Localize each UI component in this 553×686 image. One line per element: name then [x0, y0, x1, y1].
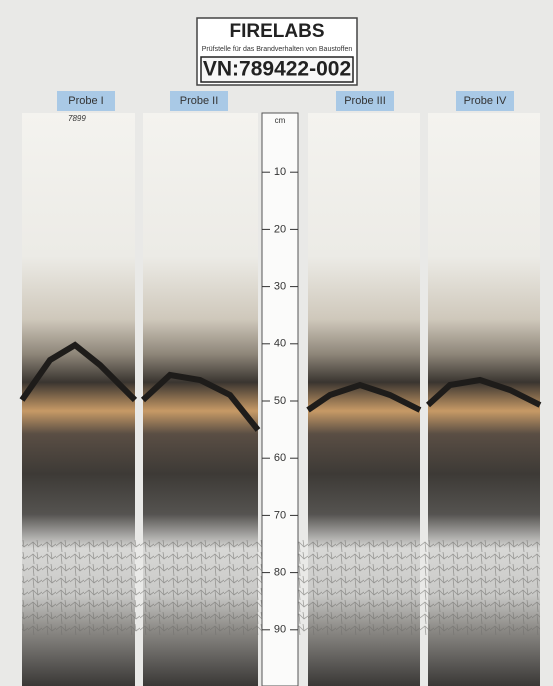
sample-label: Probe IV — [464, 95, 507, 107]
sample-label-box — [170, 91, 228, 111]
sample-label: Probe III — [344, 95, 386, 107]
ruler-label: 80 — [274, 567, 286, 579]
ruler-label: 20 — [274, 223, 286, 235]
ruler — [261, 112, 299, 686]
header-title: FIRELABS — [230, 21, 325, 42]
header-number: VN:789422-002 — [203, 58, 351, 81]
sample-label-box — [456, 91, 514, 111]
strips — [19, 112, 542, 686]
sample-label-box — [336, 91, 394, 111]
number-box — [200, 56, 354, 83]
ruler-label: 40 — [274, 338, 286, 350]
ruler-label: 70 — [274, 509, 286, 521]
ruler-unit: cm — [275, 116, 286, 125]
annotation: 7899 — [68, 114, 86, 123]
char-edge — [19, 341, 542, 432]
header-subtitle: Prüfstelle für das Brandverhalten von Ba… — [202, 46, 353, 53]
sample-label: Probe I — [68, 95, 103, 107]
sample-label-box — [57, 91, 115, 111]
ruler-label: 90 — [274, 624, 286, 636]
sample-label: Probe II — [180, 95, 219, 107]
ruler-label: 10 — [274, 166, 286, 178]
header: FIRELABS Prüfstelle für das Brandverhalt… — [196, 17, 358, 86]
ruler-label: 50 — [274, 395, 286, 407]
ruler-label: 60 — [274, 452, 286, 464]
ruler-label: 30 — [274, 281, 286, 293]
